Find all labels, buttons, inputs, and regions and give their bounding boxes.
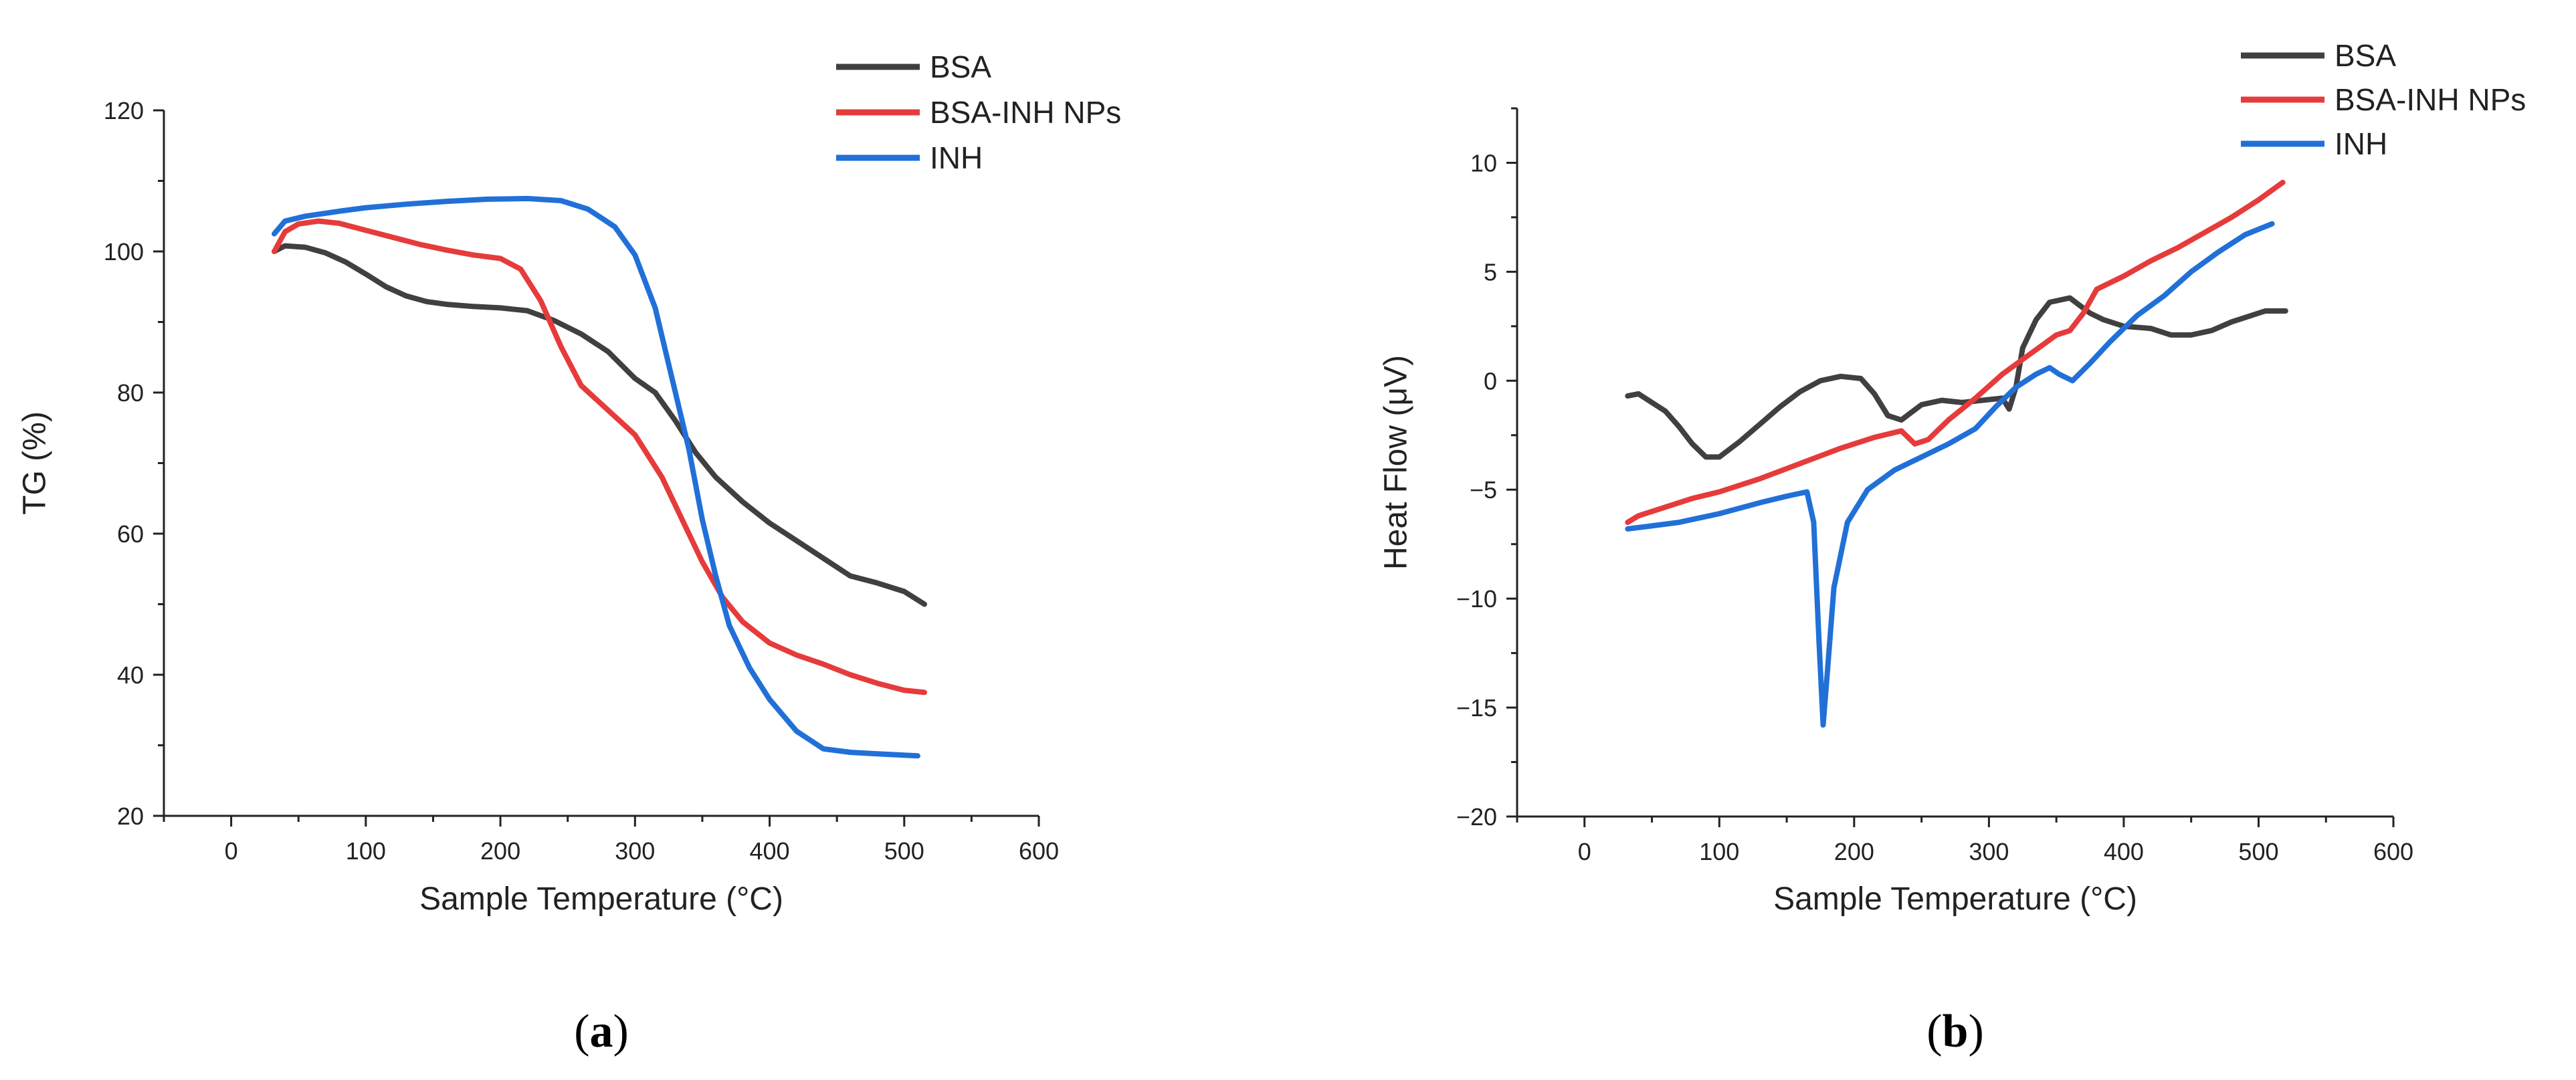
- legend-label: BSA-INH NPs: [2335, 82, 2526, 117]
- series-line-bsa-inh-nps: [272, 218, 927, 695]
- y-axis-title: Heat Flow (μV): [1379, 355, 1414, 570]
- x-tick-label: 600: [1019, 837, 1059, 865]
- x-tick-label: 100: [346, 837, 386, 865]
- panel-a: 0 100 200 300 400 500 600 20 40 60 80 100 120 Sample …: [17, 49, 1122, 1057]
- legend-label: BSA: [2335, 38, 2396, 73]
- panel-b: 0 100 200 300 400 500 600 −20 −15 −10 −5 0 5 10 Sample…: [1379, 38, 2527, 1057]
- y-tick-label: 40: [117, 661, 144, 689]
- x-tick-label: 500: [884, 837, 924, 865]
- y-tick-label: 0: [1484, 367, 1497, 395]
- series-line-inh: [1625, 221, 2275, 728]
- series-line-bsa: [272, 243, 927, 607]
- y-tick-label: 100: [104, 238, 144, 265]
- series-line-bsa: [1625, 295, 2288, 460]
- x-tick-label: 600: [2373, 838, 2413, 865]
- x-tick-label: 400: [2104, 838, 2144, 865]
- x-tick-label: 500: [2238, 838, 2278, 865]
- x-tick-label: 200: [1834, 838, 1874, 865]
- y-tick-label: −20: [1456, 803, 1497, 831]
- x-tick-label: 100: [1699, 838, 1739, 865]
- x-tick-label: 400: [749, 837, 789, 865]
- panel-label: (a): [574, 1006, 629, 1057]
- x-tick-label: 300: [615, 837, 655, 865]
- legend-label: BSA: [930, 49, 991, 84]
- legend-label: BSA-INH NPs: [930, 95, 1121, 130]
- y-tick-label: 20: [117, 802, 144, 830]
- y-tick-label: 80: [117, 379, 144, 407]
- y-tick-label: −15: [1456, 694, 1497, 722]
- x-tick-label: 0: [225, 837, 238, 865]
- legend-label: INH: [2335, 126, 2387, 161]
- x-tick-label: 0: [1578, 838, 1591, 865]
- series-line-bsa-inh-nps: [1625, 179, 2286, 526]
- y-tick-label: 5: [1484, 258, 1497, 286]
- y-axis-title: TG (%): [17, 411, 53, 515]
- y-tick-label: 10: [1470, 149, 1497, 177]
- x-axis-title: Sample Temperature (°C): [419, 881, 783, 917]
- y-tick-label: −10: [1456, 585, 1497, 613]
- y-tick-label: −5: [1470, 476, 1497, 504]
- series-line-inh: [272, 195, 920, 759]
- x-tick-label: 300: [1969, 838, 2009, 865]
- y-tick-label: 60: [117, 520, 144, 548]
- x-tick-label: 200: [480, 837, 520, 865]
- legend-label: INH: [930, 140, 983, 175]
- panel-label: (b): [1926, 1006, 1984, 1057]
- y-tick-label: 120: [104, 97, 144, 124]
- x-axis-title: Sample Temperature (°C): [1773, 881, 2137, 917]
